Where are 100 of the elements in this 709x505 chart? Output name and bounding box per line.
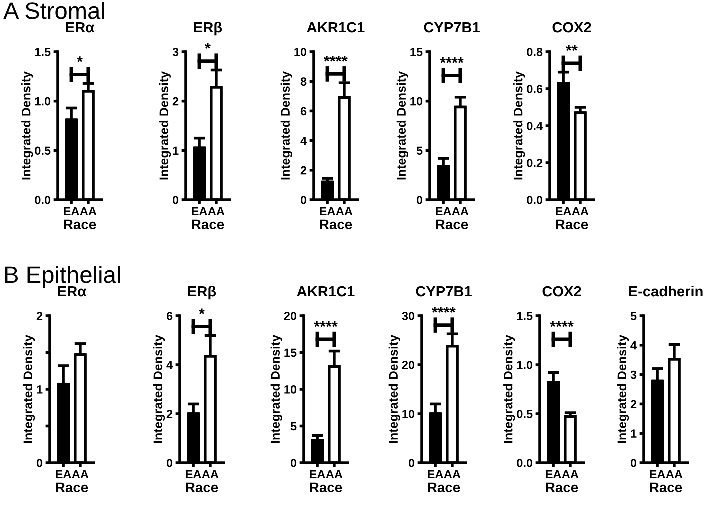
chart-title: ERβ [194, 22, 222, 36]
y-tick-label: 1 [631, 430, 637, 438]
x-axis-title: Race [310, 482, 342, 493]
y-axis-title: Integrated Density [396, 72, 409, 180]
chart-title: COX2 [552, 22, 592, 33]
chart-title: CYP7B1 [416, 286, 472, 297]
y-tick-label: 2 [630, 400, 637, 408]
chart-title: AKR1C1 [297, 286, 355, 297]
y-tick-label: 4 [300, 136, 307, 146]
y-tick-label: 20 [284, 312, 297, 320]
x-tick-label: EA [546, 470, 562, 478]
y-tick-label: 8 [300, 78, 307, 86]
x-tick-label: EA [186, 470, 202, 478]
y-axis-title: Integrated Density [22, 72, 34, 180]
text: ** [566, 45, 578, 52]
annotation: **** [324, 56, 348, 62]
annotation: **** [440, 58, 464, 64]
x-tick-label: AA [72, 470, 89, 478]
y-tick-label: 20 [402, 361, 415, 370]
y-tick-label: 0.6 [527, 85, 543, 94]
y-axis-title: Integrated Density [514, 72, 526, 180]
y-tick-label: 0 [300, 196, 307, 204]
x-tick-label: EA [310, 470, 326, 478]
x-axis-title: Race [650, 482, 682, 493]
x-axis-title: Race [64, 220, 96, 230]
y-tick-label: 5 [416, 146, 423, 156]
y-tick-label: 2 [300, 166, 307, 175]
y-tick-label: 1.5 [517, 312, 533, 320]
x-tick-label: EA [650, 470, 666, 478]
y-tick-label: 30 [402, 312, 415, 320]
y-tick-label: 0 [166, 459, 173, 468]
x-tick-label: EA [428, 470, 444, 478]
x-tick-label: AA [336, 207, 353, 216]
x-axis-title: Race [186, 482, 218, 493]
text: **** [432, 307, 456, 313]
x-tick-label: AA [202, 470, 219, 478]
y-tick-label: 5 [630, 312, 637, 320]
y-axis-title: Integrated Density [280, 72, 293, 180]
text: B Epithelial [5, 266, 120, 288]
y-tick-label: 0 [416, 196, 423, 204]
x-tick-label: AA [208, 207, 225, 216]
y-tick-label: 2 [172, 97, 179, 106]
x-tick-label: EA [56, 470, 72, 478]
y-tick-label: 10 [284, 386, 297, 394]
y-tick-label: 5 [290, 422, 297, 431]
text: * [205, 43, 211, 49]
y-tick-label: 0.4 [527, 122, 543, 130]
y-tick-label: 0.5 [517, 410, 533, 418]
y-tick-label: 15 [410, 48, 423, 56]
y-tick-label: 10 [402, 410, 415, 418]
y-tick-label: 0 [36, 459, 43, 468]
chart-title: ERβ [188, 286, 216, 300]
text: * [199, 308, 205, 314]
x-tick-label: AA [452, 207, 469, 216]
x-tick-label: EA [320, 207, 336, 216]
y-tick-label: 0 [290, 459, 297, 468]
chart-title: CYP7B1 [424, 22, 480, 33]
y-axis-title: Integrated Density [617, 335, 630, 444]
y-axis-title: Integrated Density [270, 335, 283, 444]
x-tick-label: EA [64, 207, 80, 216]
y-tick-label: 0.8 [527, 48, 543, 56]
y-tick-label: 0 [408, 459, 415, 468]
y-tick-label: 0.5 [35, 146, 51, 156]
y-tick-label: 1.0 [35, 97, 51, 106]
y-tick-label: 1 [173, 146, 179, 155]
y-tick-label: 0 [630, 459, 637, 468]
y-tick-label: 4 [166, 361, 173, 370]
y-tick-label: 4 [630, 342, 637, 350]
x-axis-title: Race [320, 220, 352, 230]
y-tick-label: 0.0 [35, 196, 51, 204]
y-tick-label: 10 [410, 97, 423, 106]
y-tick-label: 0.2 [527, 159, 543, 168]
x-tick-label: AA [80, 207, 97, 216]
y-tick-label: 6 [300, 107, 307, 116]
chart-title: ERα [58, 286, 86, 297]
x-axis-title: Race [192, 220, 224, 230]
y-tick-label: 2 [36, 312, 43, 320]
y-axis-title: Integrated Density [153, 335, 166, 444]
y-tick-label: 1 [37, 386, 43, 394]
x-axis-title: Race [56, 482, 88, 493]
y-axis-title: Integrated Density [159, 72, 172, 180]
y-tick-label: 3 [172, 48, 179, 56]
y-axis-title: Integrated Density [388, 335, 401, 444]
x-tick-label: EA [556, 207, 572, 216]
x-tick-label: AA [326, 470, 343, 478]
y-tick-label: 6 [166, 312, 173, 320]
x-axis-title: Race [556, 220, 588, 230]
x-tick-label: AA [562, 470, 579, 478]
x-tick-label: EA [192, 207, 208, 216]
y-tick-label: 0 [172, 196, 179, 204]
chart-title: E-cadherin [629, 286, 703, 297]
y-tick-label: 15 [284, 348, 297, 358]
x-axis-title: Race [436, 220, 468, 230]
text: A Stromal [4, 2, 104, 20]
annotation: * [77, 56, 83, 62]
y-tick-label: 1.5 [35, 48, 51, 56]
chart-title: ERα [66, 22, 94, 33]
y-tick-label: 1.0 [517, 361, 533, 370]
y-tick-label: 2 [166, 410, 173, 418]
annotation: **** [550, 321, 574, 328]
